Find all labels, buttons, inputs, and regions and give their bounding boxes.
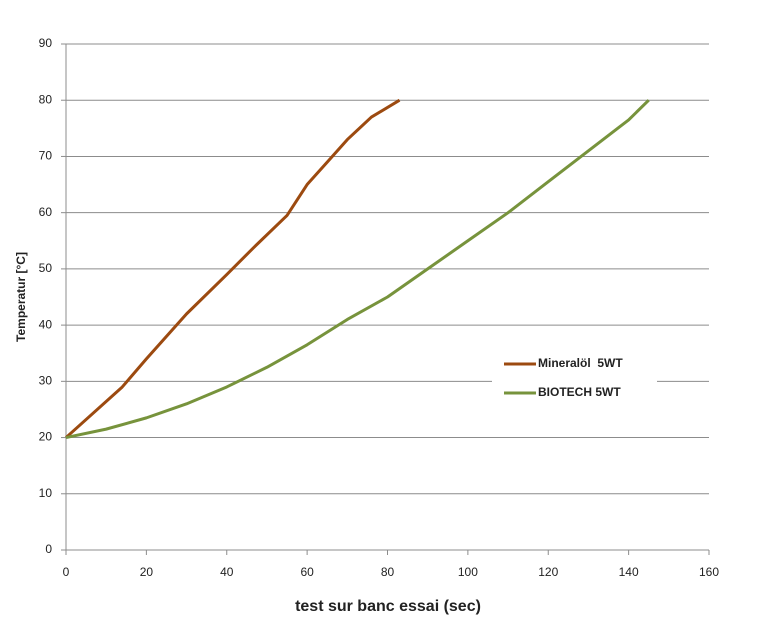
y-tick-label: 90 [39,36,53,50]
y-tick-label: 20 [39,430,53,444]
y-tick-label: 40 [39,317,53,331]
x-tick-label: 120 [538,565,558,579]
x-axis-label: test sur banc essai (sec) [295,598,481,615]
y-tick-label: 0 [45,542,52,556]
y-tick-label: 70 [39,149,53,163]
x-tick-label: 60 [300,565,314,579]
legend-box [492,349,657,409]
x-tick-label: 20 [140,565,154,579]
x-tick-label: 0 [63,565,70,579]
x-tick-label: 40 [220,565,234,579]
y-tick-label: 50 [39,261,53,275]
data-line [65,99,650,440]
legend-label: Mineralöl 5WT [538,356,623,370]
y-tick-label: 80 [39,92,53,106]
data-line [64,98,401,439]
x-tick-label: 80 [381,565,395,579]
legend-label: BIOTECH 5WT [538,385,621,399]
y-tick-label: 60 [39,205,53,219]
y-axis-label: Temperatur [°C] [14,252,28,342]
x-tick-label: 160 [699,565,719,579]
x-tick-label: 100 [458,565,478,579]
y-tick-label: 30 [39,374,53,388]
x-tick-label: 140 [619,565,639,579]
y-tick-label: 10 [39,486,53,500]
